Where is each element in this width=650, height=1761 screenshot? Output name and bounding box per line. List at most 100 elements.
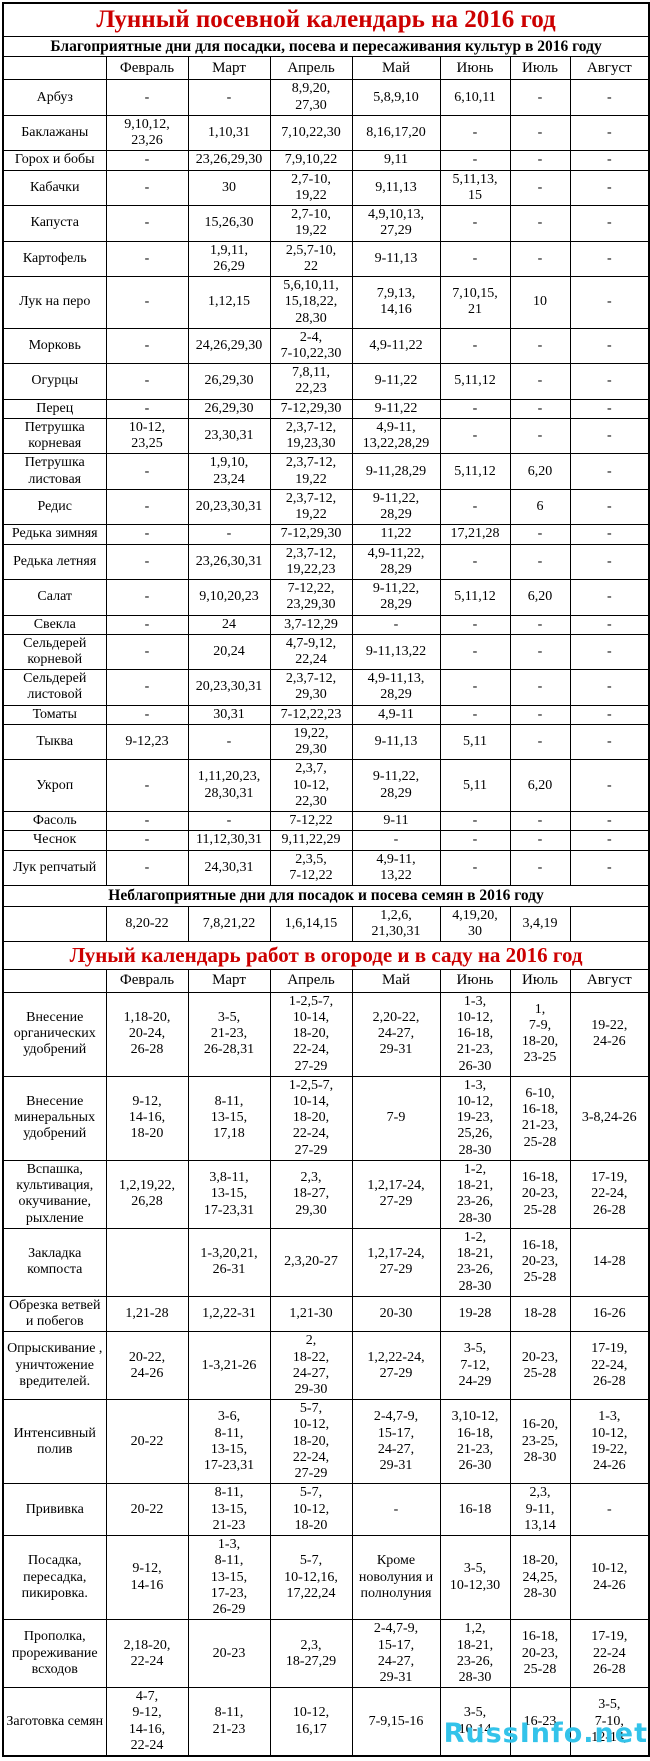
day-cell: - <box>105 759 189 813</box>
crop-name: Горох и бобы <box>2 150 107 171</box>
work-row: Обрезка ветвей и побегов 1,21-28 1,2,22-31… <box>2 1295 650 1333</box>
work-name: Опрыскивание , уничтожение вредителей. <box>2 1331 107 1401</box>
day-cell: - <box>569 205 650 242</box>
day-cell: - <box>187 723 271 761</box>
crop-row: Фасоль - -7-12,22 9-11- - - <box>2 811 650 832</box>
day-cell: 7,9,10,22 <box>269 150 353 171</box>
day-cell: - <box>105 524 189 545</box>
day-cell: 4,9-11, 13,22,28,29 <box>351 417 441 455</box>
day-cell: 30 <box>187 169 271 207</box>
favorable-subtitle-row: Благоприятные дни для посадки, посева и … <box>2 35 650 58</box>
day-cell: 19-28 <box>439 1295 511 1333</box>
day-cell: 1-3, 10-12, 19-23, 25,26, 28-30 <box>439 1075 511 1161</box>
month-header: Февраль <box>105 56 189 81</box>
day-cell: - <box>569 524 650 545</box>
month-header: Март <box>187 968 271 993</box>
day-cell: 1,18-20, 20-24, 26-28 <box>105 991 189 1077</box>
day-cell: 5,11,12 <box>439 453 511 490</box>
day-cell: 9-12,23 <box>105 723 189 761</box>
day-cell: - <box>439 849 511 887</box>
day-cell: 1-2,5-7, 10-14, 18-20, 22-24, 27-29 <box>269 991 353 1077</box>
day-cell: 9-11 <box>351 811 441 832</box>
day-cell: 9-11,22 <box>351 363 441 400</box>
day-cell: 24 <box>187 614 271 635</box>
crop-name: Салат <box>2 579 107 616</box>
day-cell: - <box>509 363 571 400</box>
crop-name: Огурцы <box>2 363 107 400</box>
day-cell: 1, 7-9, 18-20, 23-25 <box>509 991 571 1077</box>
crop-name: Укроп <box>2 759 107 813</box>
month-header: Март <box>187 56 271 81</box>
day-cell: - <box>509 114 571 152</box>
crop-name: Лук репчатый <box>2 849 107 887</box>
day-cell: - <box>105 363 189 400</box>
day-cell: 1,9,10, 23,24 <box>187 453 271 490</box>
work-name: Внесение органических удобрений <box>2 991 107 1077</box>
day-cell: 2,3,5, 7-12,22 <box>269 849 353 887</box>
day-cell: 16-18, 20-23, 25-28 <box>509 1619 571 1689</box>
day-cell: 16-18 <box>439 1483 511 1537</box>
day-cell: - <box>439 704 511 725</box>
day-cell: 4,9-11, 13,22 <box>351 849 441 887</box>
day-cell: 10 <box>509 276 571 329</box>
crop-row: Перец -26,29,30 7-12,29,30 9-11,22- - - <box>2 398 650 419</box>
day-cell: 1,21-30 <box>269 1295 353 1333</box>
day-cell: - <box>569 453 650 490</box>
day-cell: 1-3,20,21, 26-31 <box>187 1227 271 1297</box>
day-cell: 19-22, 24-26 <box>569 991 650 1077</box>
work-name: Прополка, прореживание всходов <box>2 1619 107 1689</box>
day-cell: - <box>509 669 571 706</box>
work-row: Вспашка, культивация, окучивание, рыхлен… <box>2 1159 650 1229</box>
day-cell: 4,9-11,13, 28,29 <box>351 669 441 706</box>
crop-row: Капуста -15,26,30 2,7-10, 19,22 4,9,10,13, … <box>2 205 650 242</box>
day-cell: 18-28 <box>509 1295 571 1333</box>
day-cell: - <box>439 811 511 832</box>
month-header: Май <box>351 968 441 993</box>
day-cell: 7,10,22,30 <box>269 114 353 152</box>
crop-row: Редька зимняя - -7-12,29,30 11,22 17,21,28- - <box>2 524 650 545</box>
day-cell: 7,8,21,22 <box>187 905 271 943</box>
day-cell: 5,11,12 <box>439 579 511 616</box>
day-cell: - <box>569 169 650 207</box>
day-cell: 8-11, 13-15, 17,18 <box>187 1075 271 1161</box>
crop-name: Морковь <box>2 327 107 365</box>
day-cell: - <box>439 614 511 635</box>
day-cell: 6,10,11 <box>439 79 511 116</box>
day-cell: 5,11,12 <box>439 363 511 400</box>
crop-row: Петрушка листовая -1,9,10, 23,24 2,3,7-12,… <box>2 453 650 490</box>
day-cell: - <box>509 398 571 419</box>
crop-name: Редька летняя <box>2 543 107 581</box>
day-cell: 20-22, 24-26 <box>105 1331 189 1401</box>
unfavorable-subtitle-row: Неблагоприятные дни для посадок и посева… <box>2 885 650 907</box>
month-header: Май <box>351 56 441 81</box>
crop-row: Баклажаны 9,10,12, 23,26 1,10,31 7,10,22,30… <box>2 114 650 152</box>
day-cell: - <box>351 830 441 851</box>
work-name: Вспашка, культивация, окучивание, рыхлен… <box>2 1159 107 1229</box>
day-cell: - <box>569 704 650 725</box>
day-cell: - <box>569 723 650 761</box>
day-cell: - <box>569 849 650 887</box>
crop-row: Томаты -30,31 7-12,22,23 4,9-11- - - <box>2 704 650 725</box>
day-cell: 7-12,29,30 <box>269 398 353 419</box>
day-cell: - <box>105 614 189 635</box>
day-cell: 20,23,30,31 <box>187 488 271 526</box>
day-cell: 16-18, 20-23, 25-28 <box>509 1227 571 1297</box>
day-cell: 26,29,30 <box>187 398 271 419</box>
day-cell: 9,11 <box>351 150 441 171</box>
day-cell: - <box>569 811 650 832</box>
day-cell: 8-11, 13-15, 21-23 <box>187 1483 271 1537</box>
day-cell: 1,2,22-24, 27-29 <box>351 1331 441 1401</box>
day-cell: 9,11,22,29 <box>269 830 353 851</box>
work-row: Прививка 20-22 8-11, 13-15, 21-23 5-7, 10-1… <box>2 1483 650 1537</box>
empty-corner-cell <box>2 968 107 993</box>
day-cell: 9-11,13,22 <box>351 633 441 671</box>
day-cell: 1-2, 18-21, 23-26, 28-30 <box>439 1227 511 1297</box>
day-cell: 9-11,22, 28,29 <box>351 759 441 813</box>
day-cell: 5-7, 10-12, 18-20 <box>269 1483 353 1537</box>
day-cell: - <box>439 327 511 365</box>
day-cell: 17-19, 22-24 26-28 <box>569 1619 650 1689</box>
day-cell: - <box>439 669 511 706</box>
day-cell: - <box>569 1483 650 1537</box>
day-cell: - <box>569 543 650 581</box>
